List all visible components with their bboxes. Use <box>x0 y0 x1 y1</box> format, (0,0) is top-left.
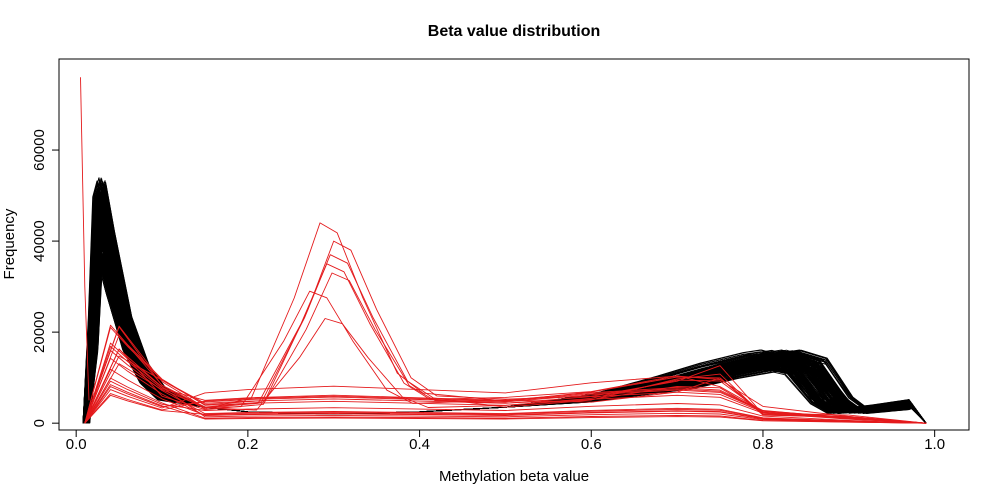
red-flat-series-line <box>84 326 927 424</box>
red-peak-series-line <box>84 263 927 424</box>
black-series-line <box>82 241 927 424</box>
red-peak-series-line <box>84 240 927 424</box>
black-series-line <box>87 258 927 424</box>
black-series-line <box>85 228 927 424</box>
red-flat-series-line <box>84 388 927 424</box>
black-series-line <box>82 232 927 424</box>
black-series-line <box>82 227 927 424</box>
red-flat-series-line <box>84 377 927 424</box>
black-series-line <box>82 198 927 424</box>
black-series-line <box>82 226 927 424</box>
black-series-line <box>85 223 927 424</box>
black-series-line <box>82 254 927 424</box>
black-series-line <box>82 228 927 424</box>
black-series-line <box>85 235 927 424</box>
black-series-line <box>84 200 927 424</box>
black-series-line <box>86 245 927 424</box>
x-tick-label: 0.4 <box>409 436 430 453</box>
black-series-line <box>86 201 927 424</box>
black-series-line <box>86 202 927 424</box>
black-series-line <box>82 235 927 424</box>
black-series-line <box>83 256 927 424</box>
red-flat-series-line <box>84 380 927 424</box>
x-tick-label: 0.0 <box>66 436 87 453</box>
x-tick-label: 1.0 <box>924 436 945 453</box>
black-series-line <box>82 245 927 424</box>
black-series-line <box>88 228 927 424</box>
black-series-line <box>83 238 927 424</box>
black-series-line <box>85 258 927 424</box>
black-series-line <box>82 199 927 424</box>
y-tick-label: 20000 <box>31 311 48 353</box>
x-axis: 0.0 0.2 0.4 0.6 0.8 1.0 <box>66 429 945 453</box>
black-series-line <box>87 222 927 424</box>
black-series-line <box>84 199 927 424</box>
red-flat-series-line <box>84 345 927 424</box>
black-series-line <box>82 229 927 424</box>
black-series-line <box>84 200 927 424</box>
black-series-line <box>86 239 927 424</box>
black-series-line <box>87 202 927 424</box>
black-series-line <box>82 232 927 424</box>
black-series-line <box>83 228 927 424</box>
x-axis-label: Methylation beta value <box>439 468 589 485</box>
red-flat-series-line <box>84 386 927 424</box>
x-tick-label: 0.8 <box>753 436 774 453</box>
black-series-line <box>82 255 927 424</box>
red-flat-series-line <box>84 375 927 424</box>
red-peak-series-line <box>84 272 927 424</box>
black-series-line <box>82 256 927 424</box>
black-series-line <box>85 234 927 424</box>
black-series-line <box>82 228 927 424</box>
black-series-line <box>82 197 927 424</box>
black-series-line <box>87 254 927 424</box>
red-peak-series-line <box>84 318 927 424</box>
black-series-group <box>82 177 927 424</box>
red-flat-series-line <box>84 394 927 424</box>
black-series-line <box>86 245 927 424</box>
black-series-line <box>82 227 927 424</box>
y-tick-label: 0 <box>31 419 48 427</box>
black-series-line <box>82 240 927 424</box>
black-series-line <box>88 205 927 424</box>
black-series-line <box>82 197 927 424</box>
black-series-line <box>85 225 927 424</box>
black-series-line <box>83 232 927 424</box>
red-series-group <box>80 77 927 424</box>
black-series-line <box>82 198 927 424</box>
chart-title: Beta value distribution <box>428 23 600 40</box>
red-spike-line <box>80 77 90 401</box>
x-tick-label: 0.2 <box>237 436 258 453</box>
black-series-line <box>82 245 927 424</box>
black-series-line <box>88 204 927 424</box>
black-series-line <box>82 245 927 424</box>
red-peak-series-line <box>84 254 927 424</box>
black-series-line <box>84 234 927 424</box>
red-flat-series-line <box>84 324 927 424</box>
black-series-line <box>84 199 927 424</box>
black-series-line <box>82 258 927 424</box>
x-tick-label: 0.6 <box>581 436 602 453</box>
black-series-line <box>87 223 927 424</box>
black-series-line <box>84 225 927 424</box>
black-series-line <box>82 241 927 424</box>
black-series-line <box>85 225 927 424</box>
black-series-line <box>82 224 927 424</box>
red-flat-series-line <box>84 384 927 424</box>
red-flat-series-line <box>84 342 927 424</box>
y-tick-label: 60000 <box>31 129 48 171</box>
y-axis-label: Frequency <box>1 208 18 279</box>
black-series-line <box>82 256 927 424</box>
black-series-line <box>87 241 927 424</box>
y-tick-label: 40000 <box>31 220 48 262</box>
y-axis: 0 20000 40000 60000 <box>31 129 60 427</box>
black-series-line <box>85 257 927 424</box>
black-series-line <box>85 255 927 424</box>
red-flat-series-line <box>84 350 927 424</box>
black-series-line <box>82 245 927 424</box>
red-flat-series-line <box>84 357 927 424</box>
